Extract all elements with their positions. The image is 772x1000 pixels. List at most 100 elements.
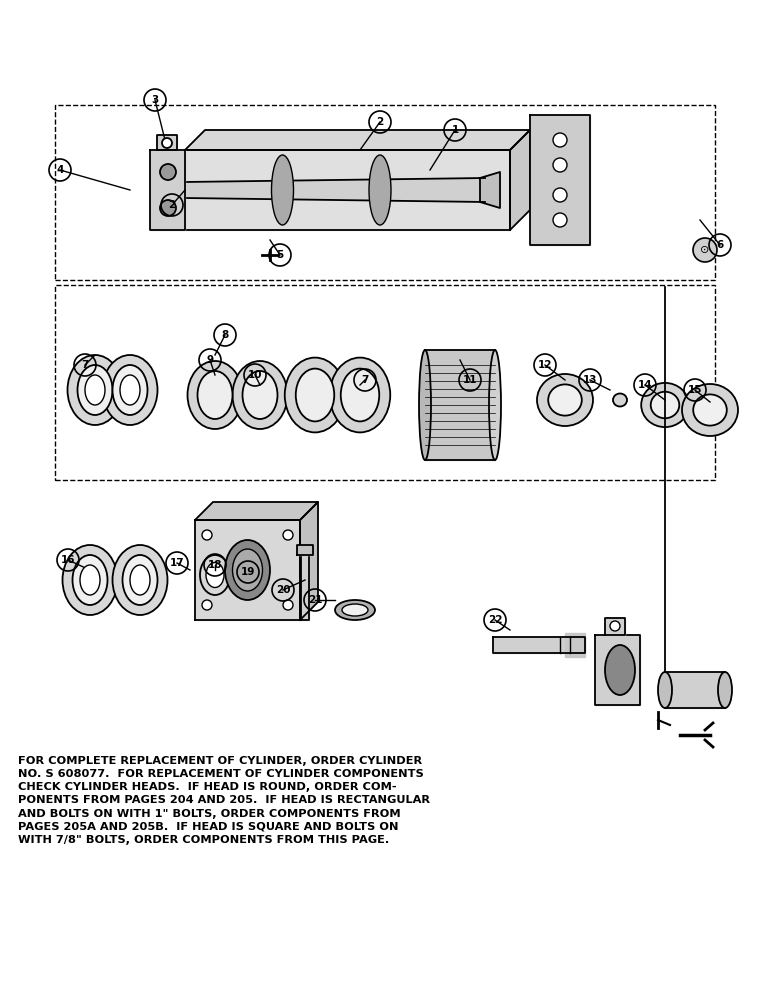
Ellipse shape	[335, 600, 375, 620]
Text: 2: 2	[377, 117, 384, 127]
Ellipse shape	[613, 393, 627, 406]
Ellipse shape	[242, 371, 277, 419]
Text: 2: 2	[168, 200, 175, 210]
Ellipse shape	[285, 358, 345, 432]
Ellipse shape	[605, 645, 635, 695]
Ellipse shape	[340, 369, 379, 421]
Ellipse shape	[103, 355, 157, 425]
Ellipse shape	[658, 672, 672, 708]
Text: 19: 19	[241, 567, 256, 577]
Polygon shape	[425, 350, 495, 460]
Circle shape	[247, 567, 263, 583]
Text: 17: 17	[170, 558, 185, 568]
Text: 6: 6	[716, 240, 723, 250]
Text: 7: 7	[361, 375, 369, 385]
Ellipse shape	[63, 545, 117, 615]
Text: 7: 7	[81, 360, 89, 370]
Text: 14: 14	[638, 380, 652, 390]
Ellipse shape	[73, 555, 107, 605]
Polygon shape	[150, 150, 185, 230]
Ellipse shape	[80, 565, 100, 595]
Ellipse shape	[651, 392, 679, 418]
Ellipse shape	[113, 365, 147, 415]
Ellipse shape	[200, 555, 230, 595]
Text: ⊙: ⊙	[700, 245, 709, 255]
Ellipse shape	[369, 155, 391, 225]
Circle shape	[693, 238, 717, 262]
Polygon shape	[195, 502, 318, 520]
Bar	[55, 285, 715, 480]
Ellipse shape	[113, 545, 168, 615]
Text: 15: 15	[688, 385, 703, 395]
Text: 18: 18	[208, 560, 222, 570]
Text: 16: 16	[61, 555, 75, 565]
Circle shape	[162, 138, 172, 148]
Ellipse shape	[682, 384, 738, 436]
Ellipse shape	[232, 549, 262, 591]
Polygon shape	[480, 172, 500, 208]
Ellipse shape	[642, 383, 689, 427]
Ellipse shape	[419, 350, 431, 460]
Ellipse shape	[489, 350, 501, 460]
Text: 10: 10	[248, 370, 262, 380]
Ellipse shape	[330, 358, 391, 432]
Circle shape	[283, 530, 293, 540]
Polygon shape	[185, 150, 510, 230]
Polygon shape	[595, 635, 640, 705]
Ellipse shape	[123, 555, 157, 605]
Text: 12: 12	[538, 360, 552, 370]
Polygon shape	[300, 502, 318, 620]
Text: 22: 22	[488, 615, 503, 625]
Ellipse shape	[130, 565, 150, 595]
Circle shape	[283, 600, 293, 610]
Text: 21: 21	[308, 595, 322, 605]
Text: 9: 9	[206, 355, 214, 365]
Circle shape	[610, 621, 620, 631]
Circle shape	[160, 200, 176, 216]
Bar	[55, 105, 715, 280]
Ellipse shape	[77, 365, 113, 415]
Circle shape	[553, 213, 567, 227]
Ellipse shape	[188, 361, 242, 429]
Ellipse shape	[206, 562, 224, 587]
Ellipse shape	[120, 375, 140, 405]
Polygon shape	[185, 178, 485, 202]
Circle shape	[202, 600, 212, 610]
Circle shape	[160, 164, 176, 180]
Ellipse shape	[85, 375, 105, 405]
Text: 20: 20	[276, 585, 290, 595]
Polygon shape	[297, 545, 313, 555]
Text: 13: 13	[583, 375, 598, 385]
Ellipse shape	[272, 155, 293, 225]
Polygon shape	[565, 633, 585, 657]
Ellipse shape	[244, 561, 266, 589]
Polygon shape	[530, 115, 590, 245]
Circle shape	[553, 158, 567, 172]
Text: 8: 8	[222, 330, 229, 340]
Ellipse shape	[693, 394, 726, 426]
Text: 3: 3	[151, 95, 158, 105]
Ellipse shape	[225, 540, 270, 600]
Polygon shape	[510, 130, 530, 230]
Polygon shape	[493, 637, 585, 653]
Polygon shape	[185, 130, 530, 150]
Text: 4: 4	[56, 165, 63, 175]
Ellipse shape	[537, 374, 593, 426]
Polygon shape	[665, 672, 725, 708]
Ellipse shape	[548, 384, 582, 416]
Circle shape	[553, 188, 567, 202]
Polygon shape	[195, 520, 300, 620]
Ellipse shape	[67, 355, 123, 425]
Circle shape	[553, 133, 567, 147]
Ellipse shape	[232, 361, 287, 429]
Ellipse shape	[718, 672, 732, 708]
Text: FOR COMPLETE REPLACEMENT OF CYLINDER, ORDER CYLINDER
NO. S 608077.  FOR REPLACEM: FOR COMPLETE REPLACEMENT OF CYLINDER, OR…	[18, 756, 430, 845]
Circle shape	[202, 530, 212, 540]
Text: 1: 1	[452, 125, 459, 135]
Text: 5: 5	[276, 250, 283, 260]
Polygon shape	[157, 135, 177, 150]
Ellipse shape	[296, 369, 334, 421]
Polygon shape	[605, 618, 625, 635]
Polygon shape	[301, 550, 309, 620]
Ellipse shape	[198, 371, 232, 419]
